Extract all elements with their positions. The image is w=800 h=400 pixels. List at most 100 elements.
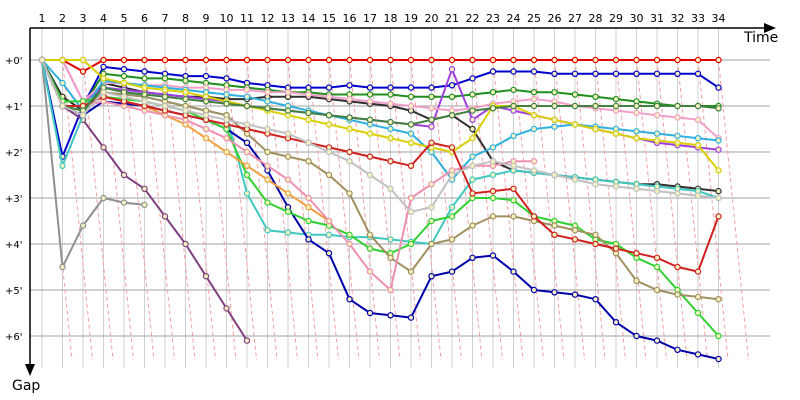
data-point <box>202 273 210 280</box>
data-point <box>141 75 148 82</box>
data-point <box>633 277 640 284</box>
dashed-guide <box>410 59 442 361</box>
data-point <box>366 84 374 91</box>
data-point <box>715 187 722 195</box>
data-point <box>694 134 702 142</box>
data-point <box>428 84 435 91</box>
x-tick-label: 30 <box>630 12 644 25</box>
data-point <box>489 144 497 151</box>
data-point <box>243 56 251 64</box>
x-tick-label: 16 <box>343 12 357 25</box>
data-point <box>325 56 333 64</box>
data-point <box>571 176 579 183</box>
dashed-guide <box>185 59 216 361</box>
data-point <box>428 123 435 130</box>
dashed-guide <box>287 59 319 361</box>
data-point <box>387 56 394 64</box>
data-point <box>469 254 476 261</box>
data-point <box>407 268 415 275</box>
data-point <box>100 75 107 82</box>
data-point <box>243 102 251 110</box>
data-point <box>202 98 210 105</box>
dashed-guide <box>123 59 155 361</box>
data-point <box>59 56 66 64</box>
data-point <box>182 88 189 96</box>
data-point <box>715 56 722 64</box>
data-point <box>59 102 66 110</box>
data-point <box>223 56 230 64</box>
dashed-guide <box>308 59 339 361</box>
x-tick-label: 1 <box>39 12 46 25</box>
x-tick-label: 27 <box>568 12 582 25</box>
data-point <box>428 240 435 248</box>
series-line <box>42 59 720 172</box>
data-point <box>592 70 599 78</box>
data-point <box>182 77 189 84</box>
data-point <box>284 190 292 197</box>
data-point <box>387 100 394 107</box>
data-point <box>448 236 456 243</box>
data-point <box>633 128 640 135</box>
data-point <box>633 134 640 142</box>
data-point <box>674 291 681 298</box>
dashed-guide <box>697 59 729 361</box>
data-point <box>489 157 497 165</box>
data-point <box>100 194 107 202</box>
data-point <box>366 153 374 160</box>
data-point <box>366 268 374 275</box>
data-point <box>182 240 189 248</box>
data-point <box>694 309 702 317</box>
data-point <box>674 56 681 64</box>
x-tick-label: 26 <box>548 12 562 25</box>
data-point <box>510 268 517 275</box>
data-point <box>284 88 292 96</box>
data-point <box>79 68 87 75</box>
x-tick-label: 14 <box>302 12 316 25</box>
data-point <box>366 130 374 137</box>
data-point <box>120 65 128 73</box>
data-point <box>428 217 435 225</box>
y-tick-label: +2' <box>5 148 23 159</box>
data-point <box>469 125 476 133</box>
data-point <box>653 102 661 110</box>
data-point <box>715 213 722 220</box>
data-point <box>346 240 353 248</box>
data-point <box>448 268 456 275</box>
x-tick-label: 13 <box>281 12 295 25</box>
data-point <box>530 167 538 174</box>
data-point <box>161 102 169 110</box>
data-point <box>571 70 579 78</box>
series-line <box>41 59 145 268</box>
data-point <box>551 222 558 229</box>
data-point <box>428 56 435 64</box>
data-point <box>674 102 681 110</box>
data-point <box>366 91 374 98</box>
data-point <box>592 125 599 133</box>
data-point <box>366 98 374 105</box>
data-point <box>448 144 456 151</box>
data-point <box>612 130 620 137</box>
series-2 <box>38 56 722 160</box>
data-point <box>243 93 251 101</box>
data-point <box>633 56 640 64</box>
data-point <box>325 171 333 179</box>
data-point <box>694 351 702 358</box>
data-point <box>653 56 661 64</box>
dashed-guide <box>390 59 421 361</box>
data-point <box>510 86 517 94</box>
data-point <box>325 93 333 101</box>
data-point <box>305 109 312 117</box>
data-point <box>633 332 640 340</box>
series-line <box>41 59 719 126</box>
data-point <box>448 82 456 89</box>
data-point <box>694 141 702 149</box>
data-point <box>510 162 517 169</box>
x-tick-label: 2 <box>59 12 66 25</box>
data-point <box>571 291 579 298</box>
dashed-guide <box>533 59 565 361</box>
data-point <box>633 109 640 117</box>
data-point <box>592 102 599 110</box>
data-point <box>510 68 517 75</box>
data-point <box>530 102 538 110</box>
y-tick-label: +4' <box>5 240 23 251</box>
